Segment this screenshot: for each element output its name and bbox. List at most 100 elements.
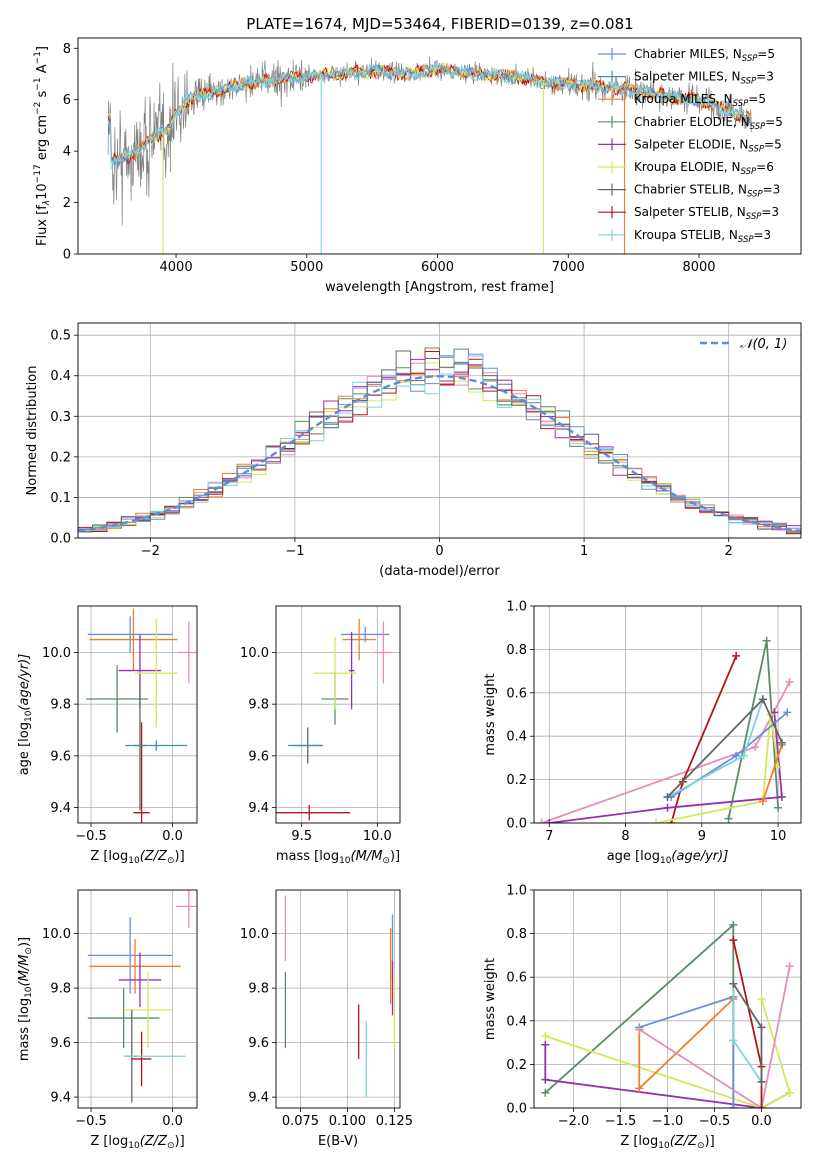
y-axis-label-part: −1 [33, 51, 43, 64]
y-axis-label: age [log10(age/yr)] [17, 654, 34, 776]
y-tick-label: 1.0 [506, 600, 527, 615]
panel-residuals: −2 −1 0 1 2 0.0 0.1 0.2 0.3 0.4 0.5 (data-model)/er… [25, 322, 802, 579]
y-tick-label: 0.6 [506, 971, 527, 986]
y-axis-label: mass weight [483, 958, 498, 1040]
weight-point-marker [724, 814, 733, 823]
weight-point-marker [541, 1088, 550, 1097]
legend-label-base: Chabrier STELIB, N [634, 183, 747, 197]
x-tick-label: −0.5 [75, 1114, 107, 1129]
y-tick-label: 0.4 [506, 730, 527, 745]
y-axis-label-part: Flux [f [35, 205, 50, 246]
y-tick-label: 9.4 [50, 801, 71, 816]
x-tick-label: −0.5 [75, 829, 107, 844]
weight-line-chabrier-stelib [732, 983, 763, 1082]
x-tick-label: −0.5 [699, 1114, 731, 1129]
plot-frame [533, 889, 802, 1109]
y-tick-label: 0.3 [50, 410, 71, 425]
y-axis-label-part: −1 [33, 77, 43, 90]
x-axis-label: E(B-V) [318, 1134, 358, 1149]
x-axis-label-part: ⊙ [697, 1141, 705, 1151]
weight-point-marker [635, 1084, 644, 1093]
plot-area [86, 608, 197, 823]
weight-point-marker [762, 636, 771, 645]
x-tick-label: 0.0 [162, 829, 183, 844]
weight-point-marker [545, 819, 554, 823]
x-tick-label: −1.5 [605, 1114, 637, 1129]
plot-frame [275, 605, 401, 824]
y-tick-label: 0.4 [50, 369, 71, 384]
weight-point-marker [777, 738, 786, 747]
x-axis-label-part: Z [log [90, 1134, 128, 1149]
legend-label-sub: SSP [742, 54, 758, 64]
y-tick-label: 8 [63, 42, 71, 57]
legend-label: Kroupa ELODIE, NSSP=6 [634, 160, 774, 177]
plot-area [276, 618, 393, 821]
y-tick-label: 9.8 [248, 698, 269, 713]
x-tick-label: 6000 [421, 260, 454, 275]
x-axis-label-part: Z [log [620, 1134, 658, 1149]
legend-label-base: Kroupa ELODIE, N [634, 160, 741, 174]
legend-label-base: Salpeter MILES, N [634, 70, 741, 84]
plot-frame [77, 322, 802, 539]
y-axis-label-part: 10 [24, 710, 34, 722]
x-axis-label-part: (M/M [351, 849, 383, 864]
legend-label-tail: =3 [761, 205, 779, 219]
x-axis-label-part: 10 [658, 1141, 670, 1151]
plot-area [284, 895, 396, 1098]
legend-label-base: Salpeter ELODIE, N [634, 137, 748, 151]
x-axis-label: Z [log10(Z/Z⊙)] [90, 1134, 184, 1151]
y-tick-label: 0.4 [506, 1014, 527, 1029]
histogram-chabrier-stelib [78, 350, 801, 538]
y-axis-label-part: λ [42, 200, 52, 206]
weight-point-marker [729, 1036, 738, 1045]
x-axis-label-part: mass [log [276, 849, 339, 864]
y-tick-label: 9.6 [248, 1036, 269, 1051]
x-tick-label: 10 [770, 829, 787, 844]
y-tick-label: 10.0 [42, 646, 71, 661]
y-axis-label-part: erg cm [35, 115, 50, 164]
x-tick-label: 0.0 [751, 1114, 772, 1129]
legend-label-base: Chabrier MILES, N [634, 47, 742, 61]
legend-label-tail: =5 [765, 115, 783, 129]
y-tick-label: 0 [63, 248, 71, 263]
weight-line-kroupa-elodie [545, 998, 791, 1108]
weight-point-marker [541, 1040, 550, 1049]
y-tick-label: 9.8 [50, 982, 71, 997]
normal-curve [78, 374, 801, 533]
panel-spectrum: 4000 5000 6000 7000 8000 0 2 4 6 8 wavelength [Ang… [33, 37, 802, 295]
weight-point-marker [774, 803, 783, 812]
y-tick-label: 0.6 [506, 686, 527, 701]
legend-label-tail: =3 [756, 70, 774, 84]
weight-point-marker [652, 819, 661, 823]
weight-point-marker [785, 962, 794, 971]
x-axis-label: age [log10(age/yr)] [607, 849, 729, 866]
x-tick-label: 0.075 [282, 1114, 319, 1129]
x-axis-label-part: age [log [607, 849, 660, 864]
plot-frame [533, 605, 802, 824]
y-axis-label: Flux [fλ10−17 erg cm−2 s−1 A−1] [33, 46, 52, 246]
y-tick-label: 6 [63, 93, 71, 108]
x-axis-label-part: 10 [128, 856, 140, 866]
x-axis-label-part: 10 [339, 856, 351, 866]
y-axis-label-part: age [log [17, 722, 32, 775]
x-tick-label: 9.5 [291, 829, 312, 844]
y-tick-label: 10.0 [240, 646, 269, 661]
weight-line-salpeter-stelib [732, 939, 763, 1108]
legend-label-tail: =5 [757, 47, 775, 61]
weight-point-marker [663, 803, 672, 812]
x-axis-label-part: )] [705, 1134, 715, 1149]
panel-mass-vs-ebv: 0.075 0.100 0.125 9.4 9.6 9.8 10.0 E(B-V) [240, 889, 413, 1149]
y-tick-label: 0.5 [50, 329, 71, 344]
x-tick-label: 9 [698, 829, 706, 844]
plot-area [87, 890, 197, 1103]
plot-frame [77, 889, 198, 1109]
x-axis-label: (data-model)/error [379, 564, 500, 579]
x-axis-label-part: (Z/Z [670, 1134, 698, 1149]
weight-point-marker [758, 797, 767, 806]
legend-label-sub: SSP [733, 99, 749, 109]
weight-point-marker [663, 792, 672, 801]
x-axis-label-part: ⊙ [382, 856, 390, 866]
legend-label: Kroupa STELIB, NSSP=3 [634, 228, 771, 245]
y-tick-label: 10.0 [42, 927, 71, 942]
